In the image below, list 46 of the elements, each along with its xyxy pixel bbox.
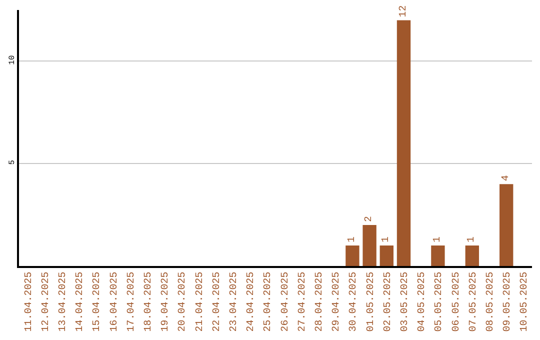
x-tick-label: 26.04.2025 <box>280 272 292 332</box>
x-tick-label: 03.05.2025 <box>400 272 411 332</box>
x-tick-label: 06.05.2025 <box>451 272 462 332</box>
x-tick-label: 23.04.2025 <box>229 272 240 332</box>
x-tick-label: 22.04.2025 <box>212 272 223 332</box>
x-tick-label: 01.05.2025 <box>366 272 377 332</box>
x-tick-label: 17.04.2025 <box>126 272 138 332</box>
x-tick-label: 04.05.2025 <box>417 272 428 332</box>
x-tick-label: 25.04.2025 <box>263 272 274 332</box>
x-tick-label: 28.04.2025 <box>314 272 326 332</box>
bar <box>396 20 411 266</box>
x-tick-label: 14.04.2025 <box>75 272 86 332</box>
x-tick-label: 09.05.2025 <box>502 272 514 332</box>
data-label: 1 <box>432 236 444 243</box>
bar <box>346 246 360 266</box>
y-tick-label: 5 <box>8 160 18 165</box>
x-tick-label: 27.04.2025 <box>297 272 308 332</box>
x-tick-label: 29.04.2025 <box>332 272 343 332</box>
x-tick-label: 30.04.2025 <box>348 272 360 332</box>
x-tick-label: 08.05.2025 <box>486 272 496 332</box>
x-tick-label: 16.04.2025 <box>109 272 120 332</box>
x-tick-label: 07.05.2025 <box>468 272 480 332</box>
bar <box>500 184 514 266</box>
bar <box>465 246 479 266</box>
bar <box>431 246 445 266</box>
x-tick-label: 19.04.2025 <box>160 272 172 332</box>
x-tick-label: 13.04.2025 <box>58 272 69 332</box>
data-label: 12 <box>398 5 410 18</box>
x-tick-label: 11.04.2025 <box>24 272 35 332</box>
data-label: 4 <box>500 175 512 182</box>
data-label: 1 <box>346 236 358 243</box>
x-tick-label: 05.05.2025 <box>434 272 446 332</box>
data-label: 1 <box>381 236 392 243</box>
data-label: 2 <box>364 216 376 222</box>
x-tick-label: 21.04.2025 <box>194 272 206 332</box>
x-tick-label: 12.04.2025 <box>40 272 52 332</box>
bar <box>362 225 376 266</box>
data-label: 1 <box>466 236 478 243</box>
x-tick-label: 20.04.2025 <box>178 272 189 332</box>
x-tick-label: 02.05.2025 <box>382 272 394 332</box>
x-tick-label: 24.04.2025 <box>246 272 258 332</box>
x-tick-label: 15.04.2025 <box>92 272 104 332</box>
x-tick-label: 10.05.2025 <box>520 272 531 332</box>
y-tick-label: 10 <box>8 55 18 65</box>
bar <box>380 246 394 266</box>
x-tick-label: 18.04.2025 <box>144 272 154 332</box>
